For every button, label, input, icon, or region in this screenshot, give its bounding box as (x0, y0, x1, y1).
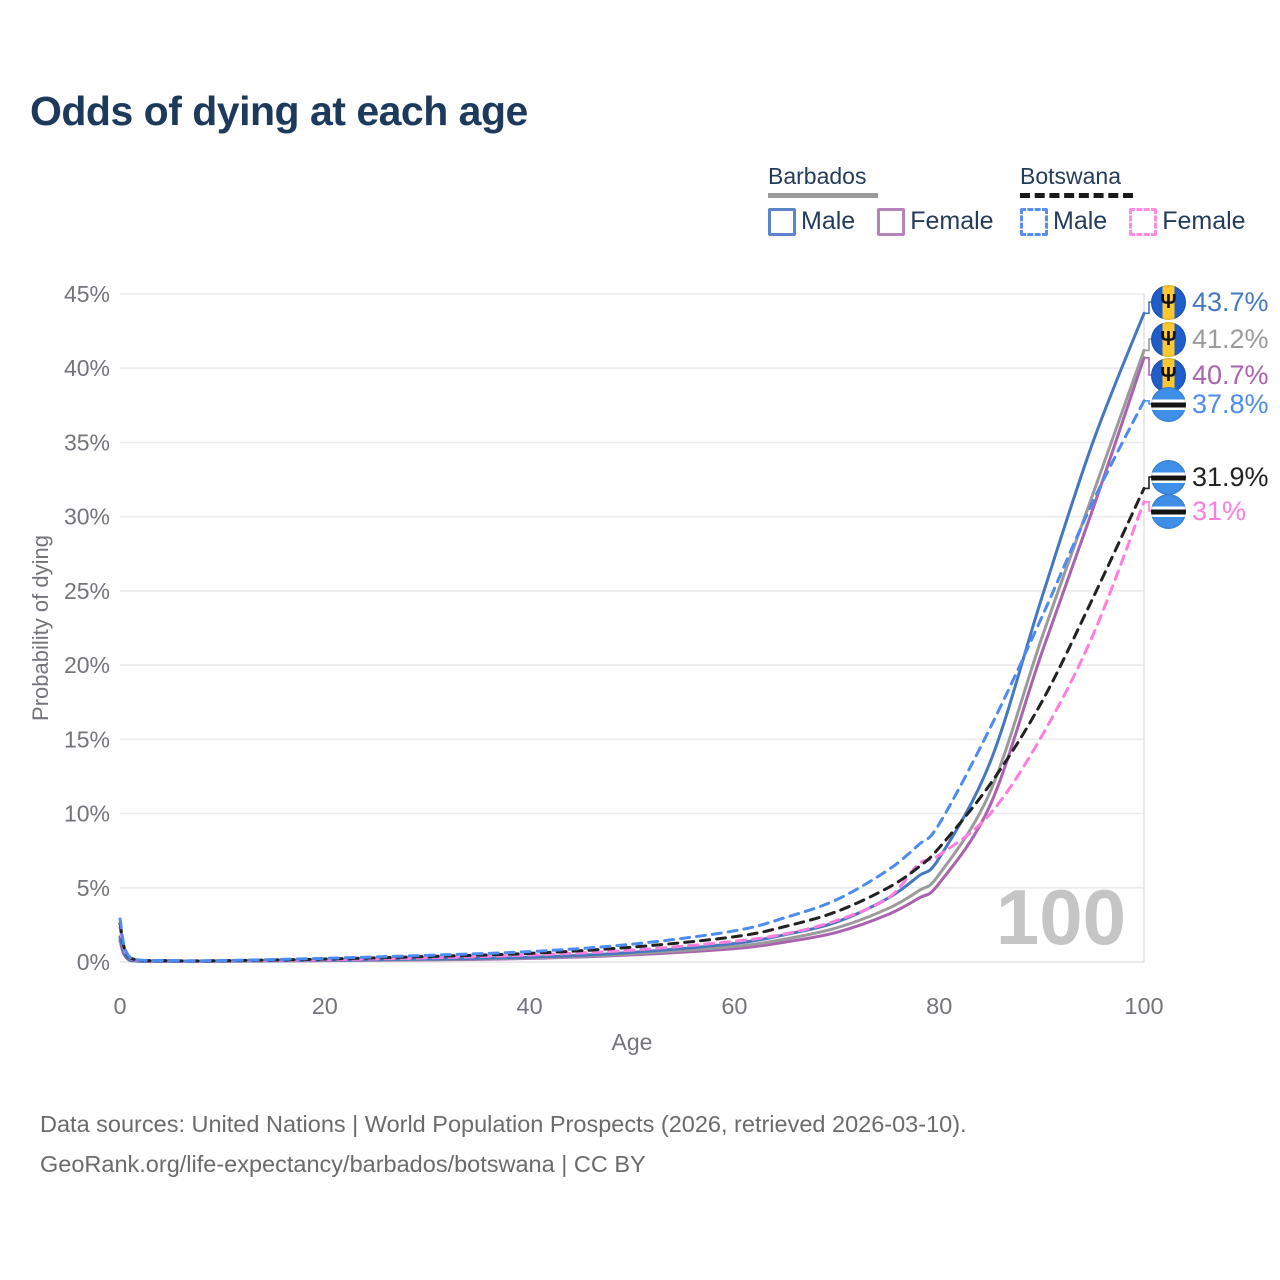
end-label-value: 31.9% (1192, 461, 1269, 492)
legend-country-botswana[interactable]: Botswana (1020, 163, 1246, 198)
y-tick-label: 35% (64, 429, 110, 455)
y-tick-label: 40% (64, 355, 110, 381)
x-tick-label: 100 (1124, 993, 1163, 1019)
series-line-botswana-all[interactable] (118, 486, 1146, 963)
series-line-botswana-female[interactable] (118, 500, 1146, 963)
x-tick-label: 20 (312, 993, 338, 1019)
data-sources-line: Data sources: United Nations | World Pop… (40, 1111, 967, 1137)
botswana-flag-icon (1151, 459, 1186, 495)
botswana-flag-icon (1151, 493, 1186, 529)
legend-country-barbados[interactable]: Barbados (768, 163, 994, 198)
y-tick-label: 0% (77, 949, 110, 975)
series-line-barbados-female[interactable] (118, 356, 1146, 963)
y-tick-label: 45% (64, 281, 110, 307)
legend-group-botswana: Botswana Male Female (1020, 163, 1246, 236)
end-label-value: 41.2% (1192, 323, 1269, 354)
end-label-barbados-all: Ψ 41.2% (1151, 321, 1269, 357)
legend-item-barbados-female[interactable]: Female (877, 207, 994, 236)
y-tick-label: 10% (64, 801, 110, 827)
legend-group-barbados: Barbados Male Female (768, 163, 994, 236)
y-tick-label: 5% (77, 875, 110, 901)
age-watermark: 100 (996, 873, 1126, 961)
barbados-male-swatch-icon (768, 207, 796, 236)
botswana-flag-icon (1151, 386, 1186, 422)
data-sources-footer: Data sources: United Nations | World Pop… (40, 1104, 1240, 1184)
end-label-barbados-male: Ψ 43.7% (1151, 284, 1269, 320)
botswana-line-swatch (1020, 193, 1133, 198)
barbados-flag-icon: Ψ (1151, 321, 1186, 357)
barbados-female-swatch-icon (877, 207, 906, 236)
end-label-value: 43.7% (1192, 286, 1269, 317)
end-label-value: 37.8% (1192, 388, 1269, 419)
trident-glyph: Ψ (1160, 327, 1177, 350)
attribution-line: GeoRank.org/life-expectancy/barbados/bot… (40, 1151, 646, 1177)
mortality-line-chart: 0% 5% 10% 15% 20% 25% 30% 35% 40% 45% 0 20 40 60 80 100… (28, 281, 1164, 1055)
end-label-value: 40.7% (1192, 359, 1269, 390)
y-axis-title: Probability of dying (28, 535, 53, 721)
end-label-botswana-all: 31.9% (1151, 459, 1269, 495)
legend-country-name: Botswana (1020, 163, 1122, 189)
barbados-line-swatch (768, 193, 878, 198)
x-tick-label: 0 (113, 993, 126, 1019)
y-tick-label: 30% (64, 504, 110, 530)
trident-glyph: Ψ (1160, 363, 1177, 386)
x-tick-label: 60 (721, 993, 747, 1019)
x-axis-title: Age (612, 1029, 653, 1055)
legend-item-botswana-female[interactable]: Female (1129, 207, 1246, 236)
end-label-value: 31% (1192, 495, 1247, 526)
legend-country-name: Barbados (768, 163, 867, 189)
series-line-botswana-male[interactable] (118, 399, 1146, 963)
botswana-male-swatch-icon (1020, 207, 1048, 236)
y-tick-label: 15% (64, 726, 110, 752)
y-tick-label: 25% (64, 578, 110, 604)
trident-glyph: Ψ (1160, 290, 1177, 313)
legend-item-botswana-male[interactable]: Male (1020, 207, 1107, 236)
page-title: Odds of dying at each age (30, 88, 528, 134)
barbados-flag-icon: Ψ (1151, 284, 1186, 320)
end-label-botswana-female: 31% (1151, 493, 1247, 529)
botswana-female-swatch-icon (1129, 207, 1158, 236)
legend-item-barbados-male[interactable]: Male (768, 207, 855, 236)
x-tick-label: 80 (926, 993, 952, 1019)
end-label-botswana-male: 37.8% (1151, 386, 1269, 422)
series-line-barbados-male[interactable] (118, 311, 1146, 963)
x-tick-label: 40 (517, 993, 543, 1019)
y-tick-label: 20% (64, 652, 110, 678)
